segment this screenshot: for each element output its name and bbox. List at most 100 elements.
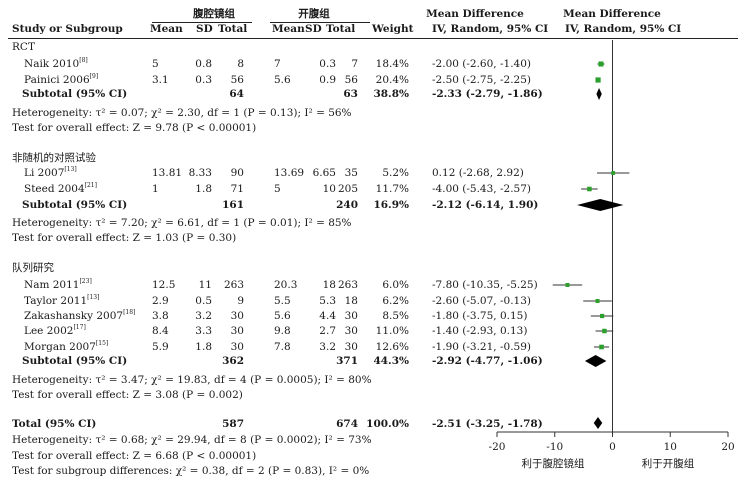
subtotal-weight: 38.8% (373, 88, 409, 100)
total2-cell: 674 (336, 418, 358, 430)
mean1-cell: 2.9 (152, 295, 169, 307)
study-name: Li 2007[13] (24, 166, 77, 180)
subtotal-weight: 44.3% (373, 355, 409, 367)
sd2-cell: 6.65 (312, 167, 336, 179)
effect-ci-cell: -7.80 (-10.35, -5.25) (432, 279, 538, 291)
study-point (598, 61, 604, 67)
heterogeneity-text: Heterogeneity: τ² = 0.07; χ² = 2.30, df … (12, 107, 352, 119)
study-point (565, 283, 570, 287)
mean1-cell: 5 (152, 58, 159, 70)
subtotal-weight: 16.9% (373, 199, 409, 211)
study-name: Steed 2004[21] (24, 182, 97, 196)
heterogeneity-text: Heterogeneity: τ² = 3.47; χ² = 19.83, df… (12, 374, 372, 386)
sd1-cell: 3.2 (195, 310, 212, 322)
sd2-cell: 5.3 (319, 295, 336, 307)
total2-cell: 7 (351, 58, 358, 70)
total1-cell: 30 (230, 310, 244, 322)
md-plot-header: Mean Difference (563, 8, 661, 20)
x-tick-label: -10 (546, 441, 564, 453)
mean1-cell: 3.8 (152, 310, 169, 322)
sd1-cell: 0.3 (195, 74, 212, 86)
mean2-cell: 13.69 (274, 167, 305, 179)
sd2-cell: 2.7 (319, 325, 336, 337)
total2-cell: 263 (337, 279, 358, 291)
sd2-cell: 0.9 (319, 74, 336, 86)
subtotal-total1: 362 (222, 355, 244, 367)
subtotal-label: Subtotal (95% CI) (22, 199, 128, 211)
study-reference: [18] (123, 309, 136, 316)
effect-ci-cell: -2.00 (-2.60, -1.40) (432, 58, 531, 70)
overall-effect-text: Test for overall effect: Z = 1.03 (P = 0… (12, 232, 237, 244)
group1-header: 腹腔镜组 (193, 8, 235, 20)
subtotal-label: Subtotal (95% CI) (22, 88, 128, 100)
study-reference: [15] (95, 340, 109, 347)
x-tick-label: 0 (609, 441, 616, 453)
weight-cell: 12.6% (375, 341, 409, 353)
total2-header: Total (326, 23, 356, 35)
weight-cell: 6.2% (382, 295, 409, 307)
sd1-cell: 0.8 (195, 58, 212, 70)
total1-cell: 587 (222, 418, 244, 430)
mean2-cell: 7 (274, 58, 281, 70)
study-name: Nam 2011[23] (24, 278, 92, 292)
mean1-cell: 13.81 (152, 167, 183, 179)
study-name: Painici 2006[9] (24, 73, 99, 87)
study-reference: [13] (64, 166, 77, 173)
effect-ci-cell: 0.12 (-2.68, 2.92) (432, 167, 524, 179)
subtotal-total1: 64 (229, 88, 244, 100)
subgroup-heading: RCT (12, 41, 35, 53)
total1-cell: 90 (230, 167, 244, 179)
total1-cell: 8 (237, 58, 244, 70)
total1-cell: 30 (230, 341, 244, 353)
study-point (587, 186, 592, 192)
study-point (595, 299, 600, 303)
total2-cell: 205 (337, 183, 358, 195)
subtotal-ci: -2.33 (-2.79, -1.86) (432, 88, 543, 100)
study-name: Morgan 2007[15] (24, 340, 109, 354)
total2-cell: 30 (344, 325, 358, 337)
effect-ci-cell: -2.50 (-2.75, -2.25) (432, 74, 531, 86)
subtotal-total2: 240 (336, 199, 358, 211)
mean1-cell: 1 (152, 183, 159, 195)
weight-cell: 18.4% (375, 58, 409, 70)
total2-cell: 18 (344, 295, 358, 307)
total1-header: Total (218, 23, 248, 35)
md-plot-method-header: IV, Random, 95% CI (565, 23, 682, 35)
sd2-cell: 0.3 (319, 58, 336, 70)
total-overall-effect: Test for overall effect: Z = 6.68 (P < 0… (12, 450, 257, 462)
mean2-cell: 5.6 (274, 310, 291, 322)
weight-cell: 6.0% (382, 279, 409, 291)
study-name: Lee 2002[17] (24, 324, 86, 338)
subtotal-total2: 63 (343, 88, 358, 100)
sd1-cell: 0.5 (195, 295, 212, 307)
subtotal-total1: 161 (222, 199, 244, 211)
study-reference: [17] (73, 324, 86, 331)
weight-header: Weight (372, 23, 414, 35)
table-rule (270, 22, 370, 23)
sd1-cell: 3.3 (195, 325, 212, 337)
subtotal-diamond (577, 199, 624, 211)
subtotal-total2: 371 (336, 355, 358, 367)
study-point (611, 171, 616, 175)
total2-cell: 35 (344, 167, 358, 179)
total1-cell: 30 (230, 325, 244, 337)
study-reference: [23] (79, 278, 92, 285)
study-name: Naik 2010[8] (24, 57, 88, 71)
study-reference: [21] (84, 182, 97, 189)
mean1-header: Mean (150, 23, 183, 35)
mean2-cell: 20.3 (274, 279, 298, 291)
heterogeneity-text: Heterogeneity: τ² = 7.20; χ² = 6.61, df … (12, 217, 352, 229)
study-reference: [8] (79, 57, 88, 64)
total2-cell: 30 (344, 341, 358, 353)
mean2-cell: 5.6 (274, 74, 291, 86)
sd1-cell: 11 (198, 279, 212, 291)
mean1-cell: 12.5 (152, 279, 176, 291)
total-diamond (593, 417, 603, 429)
mean1-cell: 8.4 (152, 325, 169, 337)
mean2-cell: 5 (274, 183, 281, 195)
subgroup-heading: 队列研究 (12, 262, 54, 274)
total2-cell: 30 (344, 310, 358, 322)
sd2-cell: 4.4 (319, 310, 336, 322)
mean2-header: Mean (272, 23, 305, 35)
